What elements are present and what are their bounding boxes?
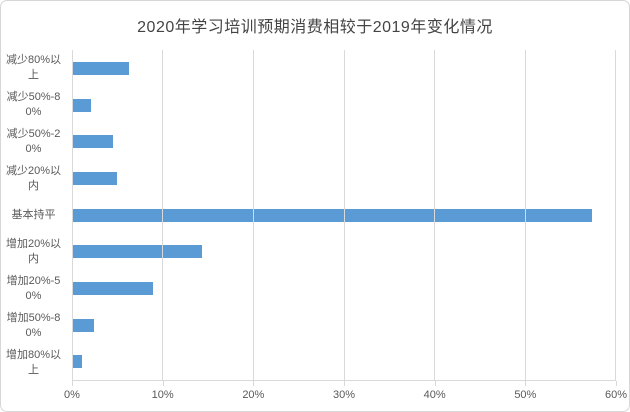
bar-减少80%以上 (73, 61, 130, 75)
x-axis-tick-label: 20% (242, 389, 265, 401)
x-axis-tick-label: 30% (332, 389, 356, 401)
bar-row (73, 343, 616, 380)
bar-row (73, 307, 616, 344)
x-axis-tick (253, 381, 255, 386)
gridline (162, 50, 164, 380)
gridline (615, 50, 616, 380)
y-axis-label: 减少20%以内 (5, 164, 62, 192)
y-axis-label: 减少50%-80% (6, 91, 61, 119)
plot-area (72, 50, 616, 381)
bar-增加80%以上 (73, 355, 83, 369)
x-axis-tick-label: 0% (64, 389, 80, 401)
x-axis-tick (162, 381, 164, 386)
x-axis-tick (344, 381, 345, 386)
chart-title: 2020年学习培训预期消费相较于2019年变化情况 (137, 19, 493, 36)
bar-row (73, 123, 616, 160)
bar-增加20%以内 (73, 245, 203, 259)
bar-减少50%-20% (73, 135, 113, 149)
bar-row (73, 197, 616, 234)
x-axis-tick (72, 381, 73, 386)
bar-row (73, 50, 616, 87)
bar-增加50%-80% (73, 318, 94, 332)
bar-row (73, 270, 616, 307)
bar-row (73, 233, 616, 270)
y-axis-label: 增加20%以内 (5, 238, 62, 266)
x-axis-tick-label: 10% (151, 389, 174, 401)
y-axis-label: 增加50%-80% (6, 311, 61, 339)
bar-row (73, 87, 616, 124)
y-axis-label: 增加20%-50% (6, 275, 61, 303)
gridline (524, 50, 526, 380)
bar-减少50%-80% (73, 98, 92, 112)
gridline (252, 50, 254, 380)
gridline (343, 50, 345, 380)
y-axis-label: 增加80%以上 (5, 348, 62, 376)
x-axis-tick-label: 40% (423, 389, 446, 401)
x-axis-tick (525, 381, 527, 386)
bar-减少20%以内 (73, 171, 118, 185)
bar-rows (73, 50, 616, 380)
x-axis-tick-label: 50% (514, 389, 537, 401)
x-axis-tick-label: 60% (604, 389, 628, 401)
x-axis-tick (434, 381, 436, 386)
y-axis-label: 基本持平 (11, 209, 56, 222)
y-axis: 减少80%以上 减少50%-80% 减少50%-20% 减少20%以内基本持平增加20… (1, 50, 68, 381)
y-axis-label: 减少80%以上 (5, 54, 62, 82)
bar-row (73, 160, 616, 197)
y-axis-label: 减少50%-20% (6, 127, 61, 155)
bar-增加20%-50% (73, 281, 153, 295)
x-axis-tick (616, 381, 617, 386)
bar-基本持平 (73, 208, 592, 222)
gridline (433, 50, 435, 380)
